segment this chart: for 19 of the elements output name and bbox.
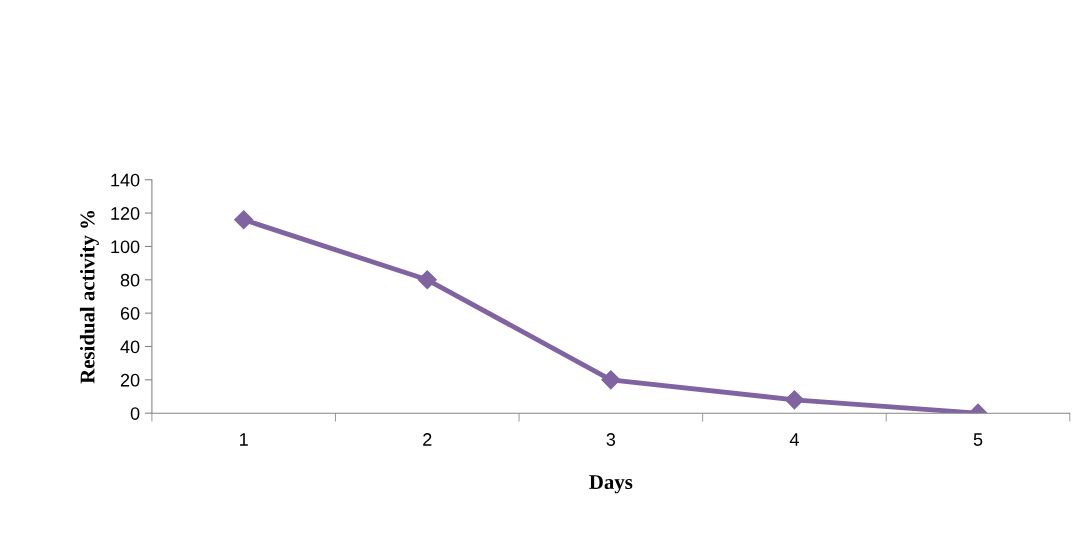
x-tick-label: 4 — [789, 433, 799, 446]
point — [784, 390, 804, 410]
y-tick-label: 120 — [111, 207, 140, 220]
y-axis-title: Residual activity % — [79, 211, 99, 384]
x-tick-label: 2 — [423, 433, 432, 446]
y-tick-label: 0 — [130, 407, 140, 420]
y-tick-label: 80 — [120, 273, 140, 287]
y-tick-label: 60 — [120, 307, 140, 320]
y-tick-label: 140 — [111, 173, 140, 187]
point — [234, 210, 254, 230]
point — [601, 370, 621, 390]
x-tick-label: 3 — [606, 433, 616, 446]
x-tick-label: 5 — [973, 433, 983, 446]
point — [417, 270, 437, 290]
y-tick-label: 20 — [120, 373, 140, 387]
x-tick-label: 1 — [240, 433, 248, 446]
y-tick-label: 40 — [120, 340, 140, 354]
y-tick-label: 100 — [111, 240, 140, 254]
x-axis-title: Days — [589, 475, 633, 494]
